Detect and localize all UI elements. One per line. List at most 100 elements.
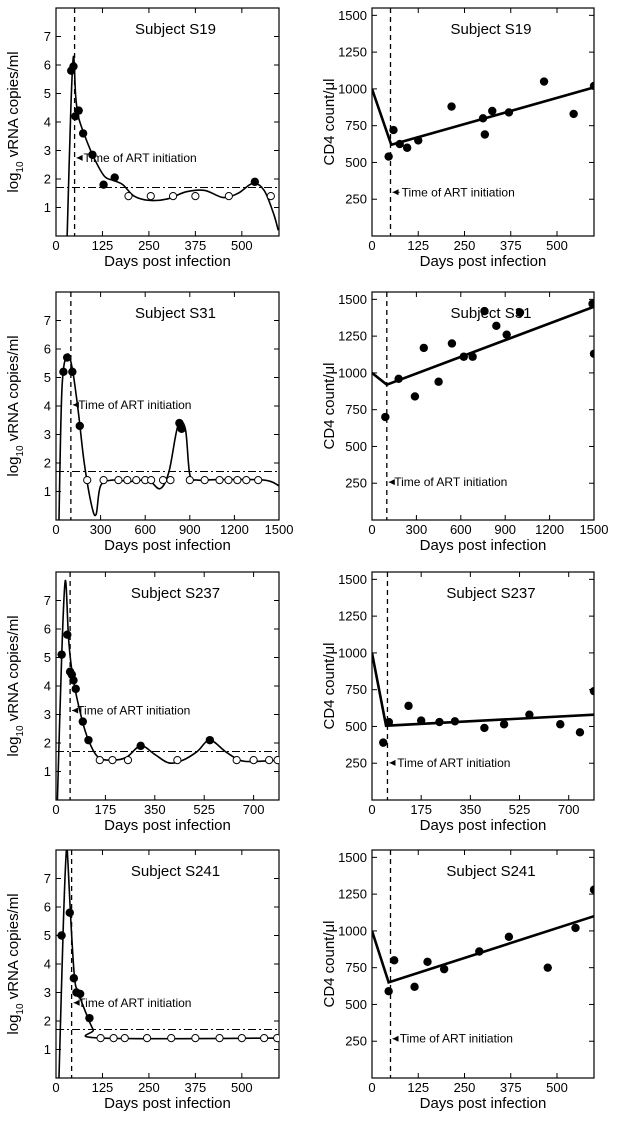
observed-point <box>556 720 565 729</box>
annotation-arrowhead <box>392 1035 399 1042</box>
censored-point <box>191 1034 200 1043</box>
observed-point <box>475 947 484 956</box>
panel-title: Subject S237 <box>131 585 220 602</box>
observed-point <box>575 728 585 737</box>
y-axis-label-subscript: 10 <box>15 1003 26 1015</box>
observed-point <box>110 173 119 182</box>
observed-point <box>419 343 428 353</box>
observed-point <box>459 352 468 361</box>
observed-point <box>492 321 501 331</box>
censored-point <box>237 1034 246 1043</box>
observed-point <box>389 125 398 135</box>
y-tick-label: 250 <box>345 476 367 491</box>
censored-point <box>266 192 275 201</box>
observed-point <box>404 701 413 711</box>
censored-point <box>114 476 123 485</box>
y-tick-label: 4 <box>44 679 51 694</box>
censored-point <box>273 756 279 765</box>
plot-area <box>56 292 279 520</box>
y-tick-label: 1 <box>44 200 51 215</box>
observed-point <box>435 717 444 727</box>
panel-s241-cd4: 0 125 250 375 500 250 500 750 1000 1250 1500 Days p… <box>321 849 595 1112</box>
observed-point <box>57 931 66 940</box>
censored-point <box>273 1034 279 1043</box>
y-tick-label: 500 <box>345 997 367 1012</box>
observed-point <box>478 114 488 123</box>
axes-box <box>55 571 280 801</box>
x-tick-label: 175 <box>410 802 432 817</box>
y-tick-label: 2 <box>44 736 51 751</box>
censored-point <box>124 192 133 201</box>
y-tick-label: 1 <box>44 1042 51 1057</box>
x-axis-label: Days post infection <box>104 537 231 554</box>
plot-area <box>372 292 594 520</box>
censored-point <box>233 476 242 485</box>
y-tick-label: 1250 <box>338 329 367 344</box>
annotation-text: Time of ART initiation <box>394 475 507 489</box>
x-tick-label: 1200 <box>220 522 249 537</box>
x-tick-label: 525 <box>509 802 531 817</box>
y-tick-label: 250 <box>345 756 367 771</box>
censored-point <box>120 1034 129 1043</box>
observed-point <box>414 136 423 145</box>
y-tick-label: 1000 <box>338 365 367 380</box>
observed-point <box>99 180 108 189</box>
annotation-arrowhead <box>76 154 83 161</box>
axes-box <box>371 571 595 801</box>
x-tick-label: 0 <box>368 802 375 817</box>
censored-point <box>254 476 263 485</box>
x-tick-label: 125 <box>407 238 429 253</box>
fitted-curve <box>58 353 279 520</box>
observed-point <box>394 374 403 383</box>
x-axis-label: Days post infection <box>104 817 231 834</box>
observed-point <box>250 177 260 187</box>
y-axis-label-main: log <box>5 737 22 757</box>
x-axis-label: Days post infection <box>420 817 547 834</box>
annotation-arrowhead <box>389 759 396 766</box>
annotation-text: Time of ART initiation <box>77 704 190 718</box>
observed-point <box>480 723 489 733</box>
y-tick-label: 250 <box>345 192 367 207</box>
annotation-text: Time of ART initiation <box>84 151 197 165</box>
panel-title: Subject S31 <box>135 305 216 322</box>
x-tick-label: 500 <box>546 1080 568 1095</box>
observed-point <box>68 367 77 376</box>
x-tick-label: 700 <box>243 802 265 817</box>
x-tick-label: 600 <box>134 522 156 537</box>
censored-point <box>96 1034 105 1043</box>
y-tick-label: 1500 <box>338 572 367 587</box>
y-axis-label-rest: vRNA copies/ml <box>5 335 22 445</box>
y-tick-label: 1250 <box>338 887 367 902</box>
censored-point <box>173 756 182 765</box>
panel-title: Subject S19 <box>135 21 216 38</box>
observed-point <box>539 77 549 86</box>
censored-point <box>215 1034 224 1043</box>
observed-point <box>468 352 477 361</box>
y-tick-label: 1500 <box>338 850 367 865</box>
fitted-curve <box>58 850 279 1078</box>
panel-s241-viral-load: 0 125 250 375 500 1 2 3 4 5 6 7 Days post infection l… <box>5 849 280 1112</box>
x-tick-label: 1200 <box>535 522 564 537</box>
observed-point <box>504 932 514 941</box>
panel-title: Subject S31 <box>451 305 532 322</box>
x-tick-label: 0 <box>52 802 59 817</box>
observed-point <box>588 299 594 308</box>
y-tick-label: 5 <box>44 650 51 665</box>
observed-point <box>379 738 388 747</box>
panel-title: Subject S19 <box>451 21 532 38</box>
y-tick-label: 1 <box>44 764 51 779</box>
y-tick-label: 6 <box>44 342 51 357</box>
observed-point <box>384 987 393 996</box>
x-tick-label: 0 <box>52 238 59 253</box>
y-tick-label: 4 <box>44 399 51 414</box>
x-tick-label: 0 <box>368 1080 375 1095</box>
observed-point <box>589 885 594 894</box>
censored-point <box>191 192 200 201</box>
observed-point <box>395 139 404 149</box>
observed-point <box>74 106 83 115</box>
censored-point <box>123 756 133 765</box>
annotation-text: Time of ART initiation <box>400 1032 513 1046</box>
observed-point <box>480 306 489 316</box>
y-axis-label-rest: vRNA copies/ml <box>5 615 22 725</box>
